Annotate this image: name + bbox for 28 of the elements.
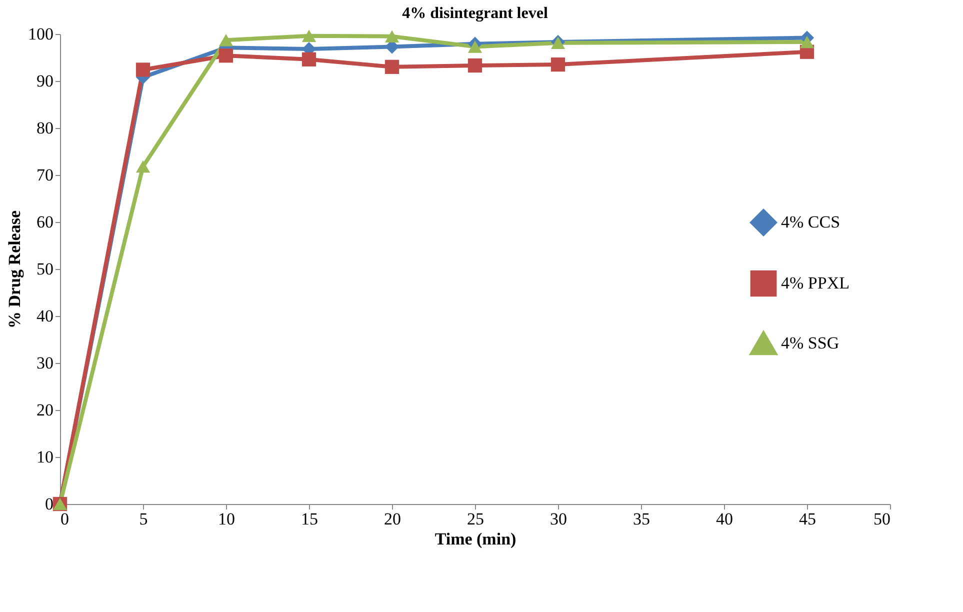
x-axis-title: Time (min) [434, 530, 516, 548]
y-tick-label: 40 [36, 306, 54, 326]
x-tick-label: 35 [633, 510, 650, 528]
legend-label: 4% PPXL [781, 274, 850, 292]
y-axis-title: % Drug Release [5, 210, 24, 329]
x-tick-label: 20 [384, 510, 401, 528]
y-tick-label: 0 [45, 494, 54, 514]
y-tick-label: 30 [36, 354, 54, 372]
y-tick-label: 20 [36, 400, 54, 420]
y-tick-label: 10 [36, 448, 54, 466]
x-tick-label: 25 [467, 510, 484, 528]
y-tick-label: 60 [36, 212, 54, 232]
x-tick-label: 40 [716, 510, 733, 528]
x-tick-label: 15 [301, 510, 318, 528]
legend-label: 4% CCS [781, 212, 840, 232]
y-tick-label: 50 [36, 260, 54, 278]
chart-title: 4% disintegrant level [402, 5, 548, 22]
y-tick-label: 100 [28, 24, 54, 44]
x-tick-label: 45 [799, 510, 816, 528]
x-tick-label: 50 [874, 510, 890, 528]
x-tick-label: 0 [60, 510, 69, 528]
y-tick-label: 90 [36, 72, 54, 90]
y-tick-label: 70 [36, 166, 54, 184]
y-tick-label: 80 [36, 118, 54, 138]
legend-label: 4% SSG [781, 334, 840, 352]
x-tick-label: 30 [550, 510, 567, 528]
x-tick-label: 10 [218, 510, 235, 528]
x-tick-label: 5 [139, 510, 148, 528]
